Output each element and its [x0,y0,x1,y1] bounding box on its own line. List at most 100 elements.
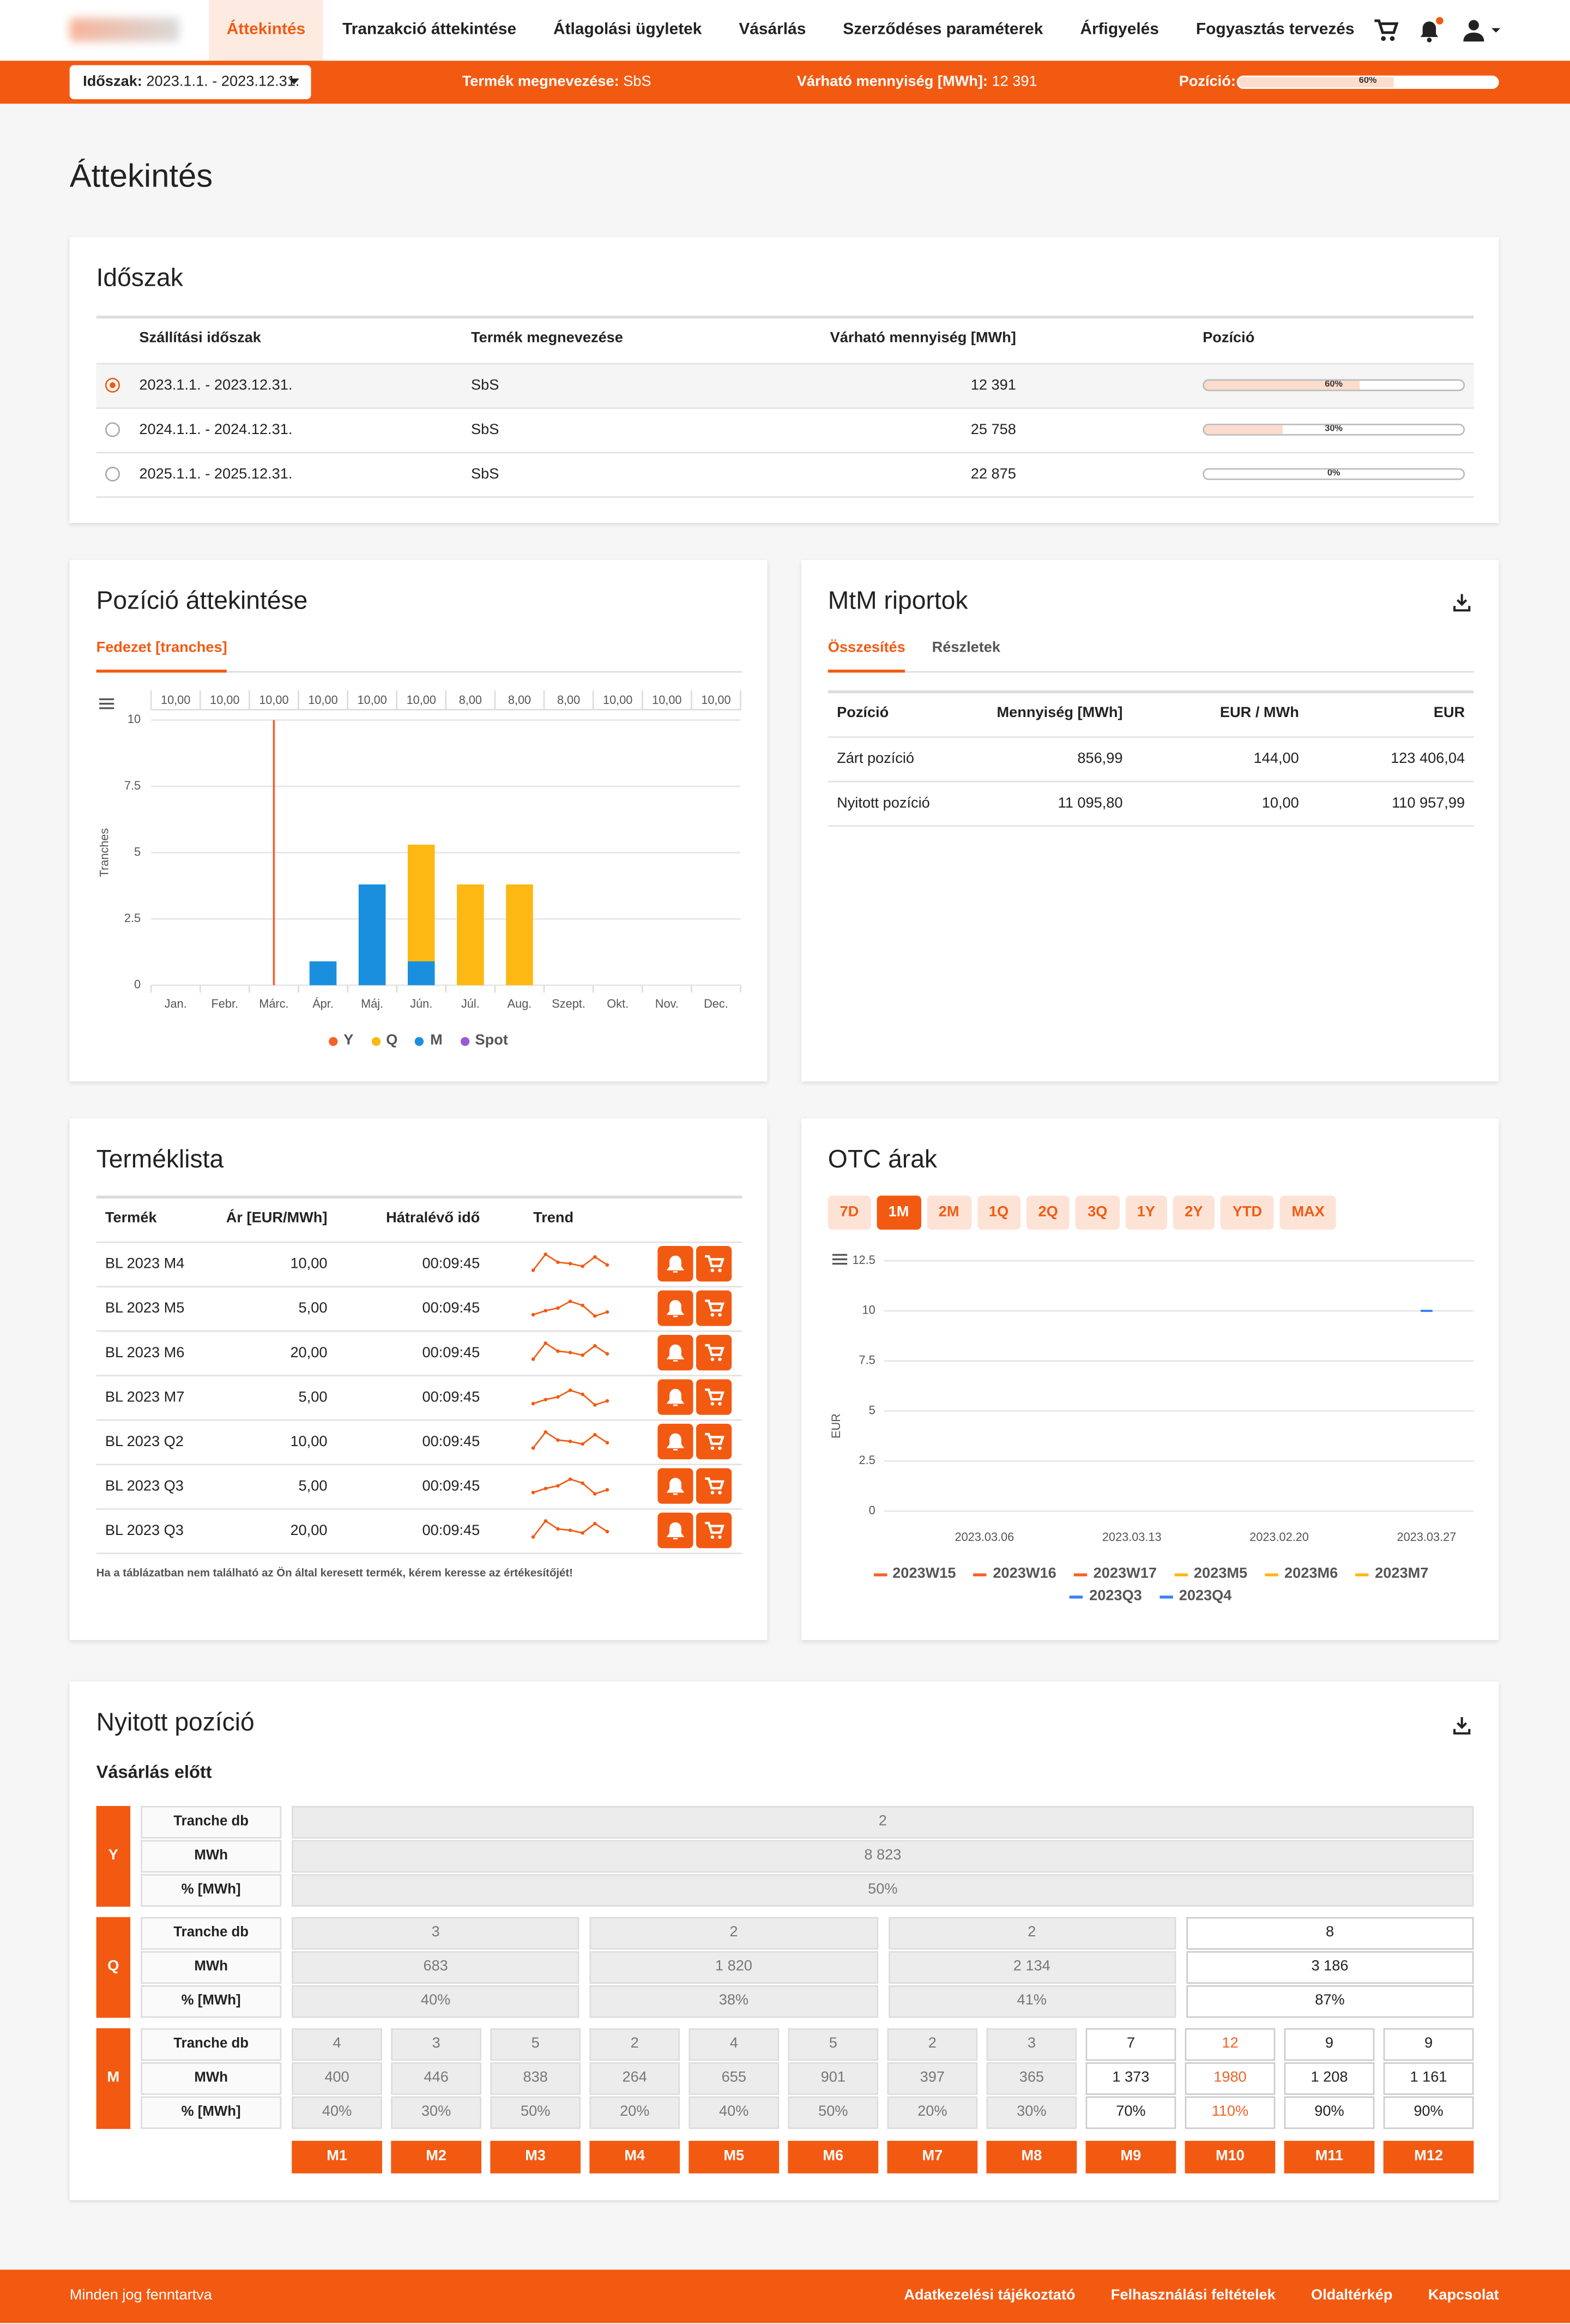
month-button[interactable]: M6 [788,2141,879,2174]
range-button[interactable]: 1Q [977,1195,1020,1230]
range-button[interactable]: MAX [1279,1195,1337,1230]
legend-item[interactable]: 2023W16 [974,1566,1056,1582]
nav-item[interactable]: Árfigyelés [1080,21,1159,39]
month-button[interactable]: M12 [1383,2141,1474,2174]
legend-item[interactable]: 2023M7 [1355,1566,1428,1582]
alert-button[interactable] [657,1245,693,1282]
cell-number: Mennyiség [MWh] [997,705,1123,722]
y-tick-label: 5 [869,1403,875,1417]
legend-item[interactable]: 2023Q3 [1070,1588,1142,1604]
month-button[interactable]: M4 [589,2141,680,2174]
bell-shape [666,1389,685,1406]
nav-item[interactable]: Átlagolási ügyletek [553,21,702,39]
legend-item[interactable]: 2023M6 [1265,1566,1338,1582]
legend-item[interactable]: 2023W17 [1074,1566,1157,1582]
cell-number: 10,00 [1261,796,1299,812]
range-button[interactable]: 1M [876,1195,921,1230]
footer-link[interactable]: Oldaltérkép [1311,2287,1393,2304]
cell: 00:09:45 [422,1434,480,1450]
cell: 1 161 [1383,2062,1474,2095]
radio[interactable] [105,466,120,482]
legend-item[interactable]: Y [329,1033,353,1049]
radio[interactable] [105,422,120,437]
legend-label: 2023Q4 [1179,1588,1232,1605]
alert-button[interactable] [657,1513,693,1549]
alert-button[interactable] [657,1334,693,1371]
footer-link[interactable]: Kapcsolat [1428,2287,1499,2304]
range-button[interactable]: 3Q [1076,1195,1120,1230]
cart-button[interactable] [696,1424,732,1460]
nav-item[interactable]: Tranzakció áttekintése [342,21,517,39]
tab[interactable]: Fedezet [tranches] [96,640,227,657]
trend-point [531,1490,535,1495]
nav-item[interactable]: Vásárlás [739,21,806,39]
user-icon[interactable] [1463,20,1501,42]
range-button[interactable]: 2Y [1173,1195,1215,1230]
range-button[interactable]: YTD [1221,1195,1274,1230]
trend-point [556,1349,560,1353]
range-button[interactable]: 7D [828,1195,871,1230]
range-button[interactable]: 1Y [1125,1195,1167,1230]
range-button[interactable]: 2Q [1026,1195,1070,1230]
alert-button[interactable] [657,1468,693,1504]
range-button[interactable]: 2M [927,1195,971,1230]
logo[interactable] [69,17,179,42]
card-title: MtM riportok [828,586,968,615]
nav-items: Áttekintés Tranzakció áttekintése Átlagolá… [209,0,1372,61]
nav-item[interactable]: Áttekintés [209,0,323,61]
nav-item[interactable]: Szerződéses paraméterek [843,21,1043,39]
footer-link[interactable]: Adatkezelési tájékoztató [904,2287,1076,2304]
period-select[interactable]: Időszak: 2023.1.1. - 2023.12.31. [69,65,311,100]
cell: 3 [292,1917,580,1950]
legend-item[interactable]: 2023W15 [873,1566,956,1582]
radio[interactable] [105,377,120,393]
month-button[interactable]: M11 [1284,2141,1375,2174]
y-tick-label: 0 [869,1503,875,1517]
legend-item[interactable]: M [415,1033,443,1049]
cart-button[interactable] [696,1334,732,1371]
alert-button[interactable] [657,1379,693,1415]
legend-label: 2023M6 [1284,1566,1338,1582]
cart-button[interactable] [696,1379,732,1415]
cart-icon[interactable] [1374,19,1399,41]
month-button[interactable]: M9 [1085,2141,1176,2174]
download-icon[interactable] [1453,593,1471,612]
legend-item[interactable]: 2023M5 [1174,1566,1247,1582]
tab[interactable]: Összesítés [828,640,905,657]
month-button[interactable]: M3 [490,2141,581,2174]
alert-button[interactable] [657,1290,693,1326]
cart-button[interactable] [696,1468,732,1504]
bell-icon[interactable] [1420,17,1444,43]
cell: 2 [887,1917,1176,1950]
month-button[interactable]: M5 [689,2141,780,2174]
tab[interactable]: Részletek [932,640,1001,657]
trend-point [544,1430,548,1434]
row-line [828,736,1474,738]
row-label: Tranche db [141,1805,282,1839]
legend-item[interactable]: Q [371,1033,397,1049]
menu-icon[interactable] [832,1254,848,1265]
footer-link[interactable]: Felhasználási feltételek [1110,2287,1276,2304]
legend-marker [1070,1594,1084,1598]
month-button[interactable]: M2 [391,2141,482,2174]
alert-button[interactable] [657,1424,693,1460]
month-button[interactable]: M7 [887,2141,978,2174]
menu-icon[interactable] [99,698,114,709]
row-label: MWh [141,1840,282,1873]
download-icon[interactable] [1453,1715,1471,1735]
cart-button[interactable] [696,1513,732,1549]
cart-wheel [710,1446,715,1450]
month-button[interactable]: M10 [1185,2141,1276,2174]
legend-label: 2023W16 [993,1566,1056,1582]
cart-button[interactable] [696,1245,732,1282]
cell: 9 [1383,2028,1474,2061]
cart-button[interactable] [696,1290,732,1326]
cart-shape [705,1388,724,1401]
trend-point [531,1535,535,1539]
legend-item[interactable]: Spot [460,1033,508,1049]
cell: SbS [470,466,499,483]
legend-item[interactable]: 2023Q4 [1160,1588,1232,1605]
month-button[interactable]: M1 [292,2141,382,2174]
nav-item[interactable]: Fogyasztás tervezés [1195,21,1355,39]
month-button[interactable]: M8 [986,2141,1077,2174]
